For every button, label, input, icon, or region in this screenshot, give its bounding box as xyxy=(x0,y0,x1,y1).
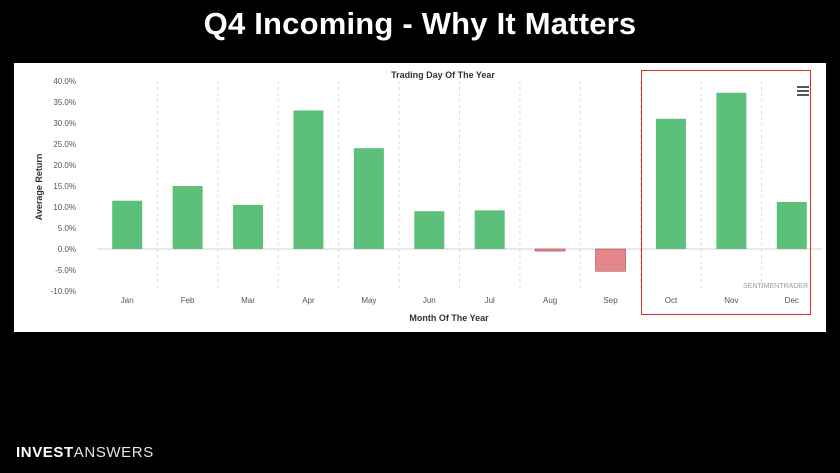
y-axis-ticks: 40.0% 35.0% 30.0% 25.0% 20.0% 15.0% 10.0% 5.0% 0… xyxy=(51,77,76,296)
y-tick-label: 5.0% xyxy=(58,224,76,233)
bar-feb[interactable] xyxy=(172,186,203,249)
y-tick-label: 0.0% xyxy=(58,245,76,254)
slide-title: Q4 Incoming - Why It Matters xyxy=(203,6,637,41)
q4-highlight-box xyxy=(641,70,811,315)
bar-may[interactable] xyxy=(353,148,384,249)
brand-logo: INVESTANSWERS xyxy=(16,444,154,461)
y-tick-label: 15.0% xyxy=(53,182,76,191)
x-tick-label: Sep xyxy=(603,296,618,305)
x-tick-label: Apr xyxy=(302,296,315,305)
bars xyxy=(112,92,807,272)
brand-answers: ANSWERS xyxy=(73,444,154,461)
x-tick-label: Aug xyxy=(543,296,557,305)
bar-jun[interactable] xyxy=(414,211,445,249)
chart-title: Trading Day Of The Year xyxy=(391,70,495,80)
brand-invest: INVEST xyxy=(16,444,74,461)
bar-apr[interactable] xyxy=(293,110,324,250)
x-axis-label: Month Of The Year xyxy=(409,313,489,323)
bar-oct[interactable] xyxy=(655,118,686,249)
x-tick-label: Jul xyxy=(485,296,495,305)
bar-mar[interactable] xyxy=(233,204,264,249)
bar-jul[interactable] xyxy=(474,210,505,249)
bar-dec[interactable] xyxy=(776,201,807,249)
x-tick-label: Jun xyxy=(423,296,436,305)
bar-chart: 40.0% 35.0% 30.0% 25.0% 20.0% 15.0% 10.0% 5.0% 0… xyxy=(34,70,822,323)
y-tick-label: 35.0% xyxy=(53,98,76,107)
bar-sep[interactable] xyxy=(595,248,626,272)
chart-panel: 40.0% 35.0% 30.0% 25.0% 20.0% 15.0% 10.0% 5.0% 0… xyxy=(14,63,826,332)
y-tick-label: 20.0% xyxy=(53,161,76,170)
bar-aug[interactable] xyxy=(534,248,566,252)
x-tick-label: Mar xyxy=(241,296,255,305)
y-tick-label: -10.0% xyxy=(51,287,76,296)
bar-jan[interactable] xyxy=(112,200,143,249)
y-tick-label: 10.0% xyxy=(53,203,76,212)
y-tick-label: -5.0% xyxy=(55,266,76,275)
x-tick-label: Oct xyxy=(665,296,678,305)
x-tick-label: Dec xyxy=(785,296,799,305)
y-tick-label: 25.0% xyxy=(53,140,76,149)
bar-nov[interactable] xyxy=(716,92,747,249)
x-tick-label: Jan xyxy=(121,296,134,305)
watermark: SENTIMENTRADER xyxy=(743,283,808,290)
y-tick-label: 40.0% xyxy=(53,77,76,86)
x-axis-ticks: Jan Feb Mar Apr May Jun Jul Aug Sep Oct Nov Dec xyxy=(121,296,799,305)
y-axis-label: Average Return xyxy=(34,154,44,221)
grid-lines xyxy=(97,81,822,291)
x-tick-label: May xyxy=(361,296,376,305)
chart-menu-icon[interactable] xyxy=(797,86,809,97)
x-tick-label: Feb xyxy=(181,296,195,305)
y-tick-label: 30.0% xyxy=(53,119,76,128)
x-tick-label: Nov xyxy=(724,296,738,305)
